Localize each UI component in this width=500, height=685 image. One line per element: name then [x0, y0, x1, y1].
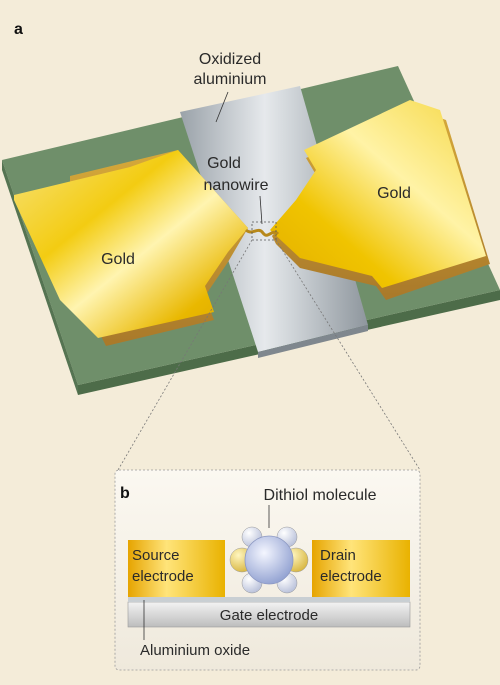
right-gold-label: Gold [377, 185, 411, 202]
drain-electrode [312, 540, 410, 597]
gate-electrode [127, 601, 411, 628]
nanowire-pointer [259, 195, 263, 225]
left-gold-label: Gold [101, 251, 135, 268]
right-gold-electrode [270, 100, 490, 300]
oxidized-label-line2: aluminium [194, 71, 267, 88]
molecule-label: Dithiol molecule [264, 487, 377, 504]
nanowire-label-line2: nanowire [204, 177, 269, 194]
oxidized-label-line1: Oxidized [199, 51, 261, 68]
dithiol-molecule [229, 526, 309, 594]
nanowire-label-line1: Gold [207, 155, 241, 172]
drain-label-line1: Drain [320, 547, 356, 564]
oxide-label: Aluminium oxide [140, 642, 250, 659]
panel-b-letter: b [120, 485, 130, 502]
gate-label: Gate electrode [220, 607, 318, 624]
oxidized-pointer [215, 91, 229, 123]
panel-b: b Dithiol molecule Source electrode Drai… [114, 469, 421, 671]
gold-nanowire [244, 228, 280, 237]
panel-a-letter: a [14, 21, 23, 38]
source-label-line1: Source [132, 547, 180, 564]
left-gold-electrode [14, 150, 248, 346]
aluminium-strip [180, 86, 368, 358]
zoom-line-left [117, 239, 253, 471]
source-label-line2: electrode [132, 568, 194, 585]
nanowire-zoom-box [251, 221, 277, 241]
drain-label-line2: electrode [320, 568, 382, 585]
source-electrode [128, 540, 225, 597]
zoom-line-right [275, 239, 421, 471]
aluminium-oxide-layer [128, 597, 410, 602]
